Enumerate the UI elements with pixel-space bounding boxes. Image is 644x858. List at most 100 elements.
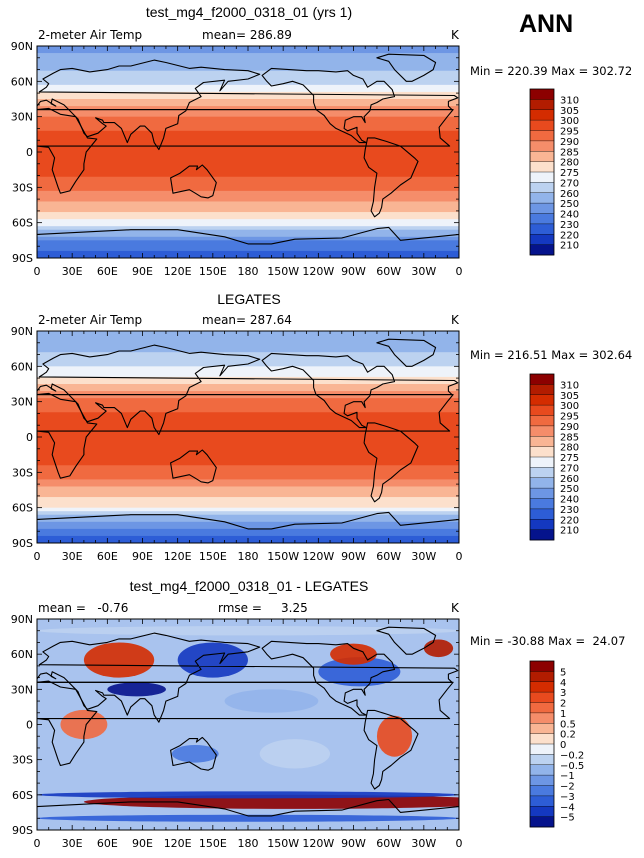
panel-3-xtick-label: 30E: [62, 837, 83, 850]
panel-1-colorbar-label: 250: [560, 199, 579, 210]
panel-1-colorbar-label: 270: [560, 178, 579, 189]
panel-1-coastline-6: [37, 226, 459, 258]
panel-2-band: [37, 405, 459, 410]
panel-3-colorbar-label: −5: [560, 813, 575, 824]
panel-2-band: [37, 345, 459, 350]
panel-3-region: [37, 814, 459, 822]
panel-2-band: [37, 447, 459, 452]
panel-1-band: [37, 166, 459, 171]
panel-2-colorbar-box: [530, 457, 554, 468]
panel-1-band: [37, 205, 459, 210]
panel-2-band: [37, 468, 459, 473]
panel-1-colorbar-label: 310: [560, 95, 579, 106]
panel-2-xtick-label: 120E: [164, 550, 192, 563]
panel-1-band: [37, 88, 459, 93]
panel-2-xtick-label: 120W: [302, 550, 334, 563]
panel-1-ytick-label: 60N: [11, 75, 33, 88]
panel-1-colorbar-label: 280: [560, 158, 579, 169]
panel-1-band: [37, 240, 459, 245]
panel-2-band: [37, 391, 459, 396]
panel-1-band: [37, 233, 459, 238]
panel-1-colorbar-label: 290: [560, 137, 579, 148]
panel-1-colorbar-box: [530, 213, 554, 225]
panel-1-colorbar-label: 275: [560, 168, 579, 179]
panel-2-xtick-label: 60E: [97, 550, 118, 563]
panel-3-colorbar-label: −0.2: [560, 750, 584, 761]
panel-3-coastline-1: [37, 632, 459, 723]
panel-3-coastline-0: [37, 680, 454, 767]
panel-2-colorbar-box: [530, 425, 554, 437]
panel-1-colorbar-box: [530, 151, 554, 162]
panel-2-colorbar-box: [530, 498, 554, 510]
panel-1-colorbar-box: [530, 182, 554, 194]
panel-3-coastline-4: [363, 709, 419, 790]
panel-1-field: [37, 46, 459, 258]
panel-3-coastline-6: [37, 798, 459, 830]
panel-3-colorbar-label: 0.5: [560, 719, 576, 730]
panel-2-colorbar-box: [530, 436, 554, 447]
panel-3-colorbar-box: [530, 754, 554, 766]
panel-3-xtick-label: 90E: [132, 837, 153, 850]
panel-1-band: [37, 84, 459, 89]
panel-3-coastline-5: [376, 626, 437, 655]
panel-1-band: [37, 56, 459, 61]
panel-2-ytick-label: 60S: [12, 502, 33, 515]
panel-3-region: [423, 639, 454, 658]
panel-2-colorbar-box: [530, 405, 554, 416]
panel-1-band: [37, 162, 459, 167]
panel-3-colorbar-box: [530, 785, 554, 797]
panel-1-ytick-label: 0: [26, 146, 33, 159]
panel-1-band: [37, 155, 459, 160]
panel-3-colorbar-box: [530, 661, 554, 672]
panel-1-band: [37, 194, 459, 199]
panel-2-band: [37, 532, 459, 537]
panel-3-colorbar-box: [530, 671, 554, 683]
panel-3-xtick-label: 180: [238, 837, 259, 850]
panel-1-band: [37, 53, 459, 58]
panel-1-band: [37, 106, 459, 111]
panel-2-colorbar-label: 300: [560, 401, 579, 412]
panel-3-coastline-2: [170, 736, 217, 771]
panel-1-coastline-2: [170, 164, 217, 199]
panel-3-mean: mean = -0.76: [38, 601, 129, 615]
panel-2-band: [37, 486, 459, 491]
panel-2-colorbar-box: [530, 508, 554, 520]
panel-1-band: [37, 169, 459, 174]
panel-3-region: [318, 657, 401, 687]
panel-2-band: [37, 359, 459, 364]
panel-1-band: [37, 63, 459, 68]
panel-2-coastline-3: [261, 352, 396, 429]
panel-2-band: [37, 518, 459, 523]
panel-3-ytick-label: 90S: [12, 824, 33, 837]
panel-1-ytick-label: 90S: [12, 252, 33, 265]
panel-1-band: [37, 208, 459, 213]
panel-2-band: [37, 369, 459, 374]
panel-1-colorbar-label: 295: [560, 127, 579, 138]
panel-3-colorbar-label: 5: [560, 667, 566, 678]
panel-3-colorbar-label: 3: [560, 688, 566, 699]
panel-2-band: [37, 401, 459, 406]
panel-2-map: 0 30E 60E 90E 120E 150E 180 150W 120W 90W 60W 30W 09…: [11, 325, 579, 563]
panel-2-band: [37, 444, 459, 449]
panel-1-xtick-label: 120E: [164, 265, 192, 278]
panel-2-colorbar-box: [530, 477, 554, 489]
panel-1-colorbar-label: 305: [560, 106, 579, 117]
panel-1-colorbar-label: 230: [560, 220, 579, 231]
panel-1-map: 0 30E 60E 90E 120E 150E 180 150W 120W 90W 60W 30W 09…: [11, 40, 579, 278]
panel-2-band: [37, 454, 459, 459]
panel-3-colorbar-label: −2: [560, 782, 575, 793]
panel-1-xtick-label: 60W: [376, 265, 401, 278]
panel-1-coastline-0: [37, 107, 454, 194]
panel-3-xtick-label: 60E: [97, 837, 118, 850]
panel-3-xtick-label: 0: [34, 837, 41, 850]
panel-1-band: [37, 130, 459, 135]
panel-3-xtick-label: 90W: [341, 837, 366, 850]
panel-2-colorbar-box: [530, 374, 554, 385]
panel-1-xtick-label: 150W: [267, 265, 299, 278]
panel-2-colorbar-box: [530, 394, 554, 406]
panel-2-band: [37, 366, 459, 371]
panel-2-colorbar-label: 220: [560, 515, 579, 526]
panel-1-band: [37, 183, 459, 188]
panel-2-colorbar-label: 275: [560, 453, 579, 464]
